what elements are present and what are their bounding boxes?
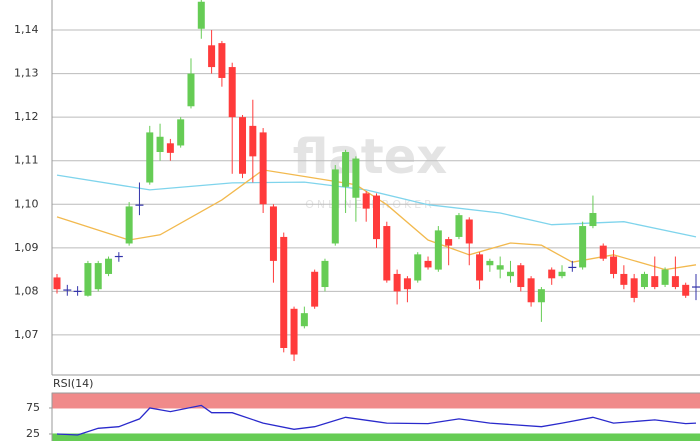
candle-body: [537, 289, 545, 303]
plot-area: [52, 0, 700, 375]
y-tick-label: 1,09: [14, 241, 39, 254]
y-tick-label: 1,08: [14, 284, 39, 297]
candle-body: [94, 263, 102, 290]
candle-body: [239, 117, 247, 174]
candle-body: [218, 43, 226, 78]
candle-body: [424, 260, 432, 268]
rsi-title: RSI(14): [53, 377, 93, 390]
candle-body: [434, 230, 442, 270]
candle-body: [321, 260, 329, 288]
candle-body: [671, 276, 679, 288]
candle-body: [579, 226, 587, 268]
y-tick-label: 1,14: [14, 23, 39, 36]
y-tick-label: 1,10: [14, 197, 39, 210]
candle-body: [177, 119, 185, 146]
candle-body: [342, 152, 350, 187]
candle-body: [166, 143, 174, 153]
candle-body: [661, 269, 669, 285]
moving-average: [56, 169, 697, 271]
candle-body: [156, 136, 164, 153]
candle-body: [403, 278, 411, 290]
y-tick-label: 25: [26, 427, 40, 440]
candle-body: [187, 73, 195, 107]
candle-body: [640, 273, 648, 288]
candle-body: [362, 193, 370, 209]
candle-body: [53, 277, 61, 290]
candle-body: [197, 1, 205, 29]
candle-body: [476, 254, 484, 281]
candle-body: [383, 226, 391, 281]
rsi-band: [51, 392, 700, 409]
candle-body: [259, 132, 267, 205]
candle-body: [249, 125, 257, 157]
candle-body: [589, 212, 597, 227]
candle-body: [651, 276, 659, 288]
y-tick-label: 1,07: [14, 328, 39, 341]
candle-body: [352, 158, 360, 198]
candle-body: [455, 215, 463, 237]
candle-body: [414, 254, 422, 281]
candle-body: [84, 263, 92, 296]
candle-body: [331, 169, 339, 244]
y-tick-label: 1,12: [14, 110, 39, 123]
candle-body: [496, 265, 504, 270]
candle-body: [146, 132, 154, 183]
y-tick-label: 1,11: [14, 154, 39, 167]
candle-body: [445, 239, 453, 246]
candle-body: [558, 271, 566, 277]
candle-body: [280, 236, 288, 348]
candle-body: [630, 278, 638, 298]
candle-body: [465, 219, 473, 244]
candle-body: [527, 278, 535, 303]
candle-body: [506, 271, 514, 277]
candle-body: [548, 269, 556, 279]
candle-body: [290, 308, 298, 355]
y-tick-label: 1,13: [14, 67, 39, 80]
candle-body: [517, 265, 525, 288]
y-tick-label: 75: [26, 401, 40, 414]
moving-average: [56, 174, 697, 238]
candle-body: [269, 206, 277, 261]
candle-body: [393, 273, 401, 292]
candle-body: [620, 273, 628, 285]
candle-body: [486, 260, 494, 266]
watermark: flatex: [293, 129, 447, 185]
rsi-line: [56, 404, 697, 436]
candle-body: [300, 313, 308, 327]
candle-body: [373, 195, 380, 240]
candle-body: [208, 45, 216, 68]
candle-body: [125, 206, 133, 244]
rsi-band: [51, 433, 700, 441]
candle-body: [599, 245, 607, 259]
candle-body: [228, 67, 236, 118]
candle-body: [610, 256, 618, 274]
candle-body: [682, 284, 690, 296]
candle-body: [311, 271, 319, 307]
candle-body: [105, 258, 113, 274]
